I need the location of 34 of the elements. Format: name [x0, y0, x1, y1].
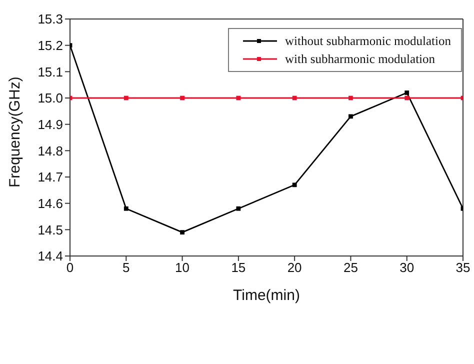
- y-tick-label: 14.8: [38, 143, 63, 158]
- y-tick-label: 14.7: [38, 170, 63, 185]
- x-tick-label: 30: [400, 260, 414, 276]
- y-axis-title: Frequency(GHz): [6, 76, 24, 188]
- y-tick-label: 14.4: [38, 248, 63, 264]
- legend-label: without subharmonic modulation: [285, 34, 451, 48]
- point: [180, 230, 184, 234]
- y-tick-label: 14.5: [38, 222, 63, 238]
- y-tick-label: 15.3: [38, 12, 63, 27]
- legend-label: with subharmonic modulation: [285, 52, 436, 66]
- point: [124, 96, 128, 100]
- point: [292, 182, 297, 188]
- x-tick-label: 15: [231, 260, 246, 276]
- point: [404, 96, 410, 100]
- point: [348, 114, 353, 119]
- x-tick-label: 20: [287, 260, 302, 276]
- x-tick-label: 0: [66, 260, 74, 276]
- point: [404, 90, 410, 95]
- point: [124, 206, 128, 211]
- y-tick-label: 14.6: [38, 196, 63, 211]
- x-tick-label: 5: [122, 260, 130, 276]
- x-tick-label: 10: [175, 260, 190, 276]
- point: [348, 96, 353, 100]
- x-tick-label: 25: [343, 260, 358, 276]
- y-tick-label: 15.2: [38, 38, 63, 53]
- point: [292, 96, 297, 100]
- point: [236, 206, 241, 211]
- y-tick-label: 15.1: [38, 64, 63, 80]
- x-tick-label: 35: [456, 260, 470, 276]
- y-tick-label: 15.0: [38, 90, 63, 106]
- point: [180, 96, 184, 100]
- x-axis-title: Time(min): [233, 287, 300, 304]
- point: [236, 96, 241, 100]
- y-tick-label: 14.9: [38, 116, 63, 132]
